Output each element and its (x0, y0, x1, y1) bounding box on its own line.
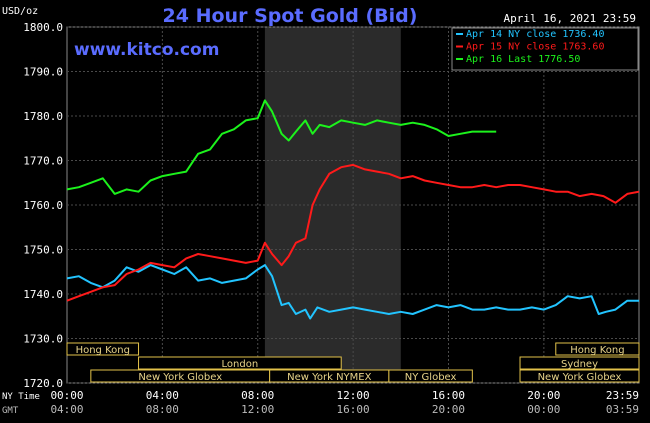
gmt-tick-label: 16:00 (337, 403, 370, 416)
session-label: Hong Kong (76, 345, 130, 356)
gmt-tick-label: 00:00 (527, 403, 560, 416)
legend-label: Apr 16 Last 1776.50 (466, 54, 580, 65)
session-label: NY Globex (405, 372, 457, 383)
y-tick-label: 1720.0 (23, 377, 63, 390)
y-tick-label: 1790.0 (23, 66, 63, 79)
y-tick-label: 1760.0 (23, 199, 63, 212)
price-series (66, 99, 640, 320)
gmt-tick-label: 20:00 (432, 403, 465, 416)
series-line (66, 163, 640, 302)
gmt-tick-label: 12:00 (241, 403, 274, 416)
session-bar (555, 342, 640, 356)
session-bar (138, 356, 342, 370)
y-axis-labels: 1800.0 1790.0 1780.0 1770.0 1760.0 1750.0 1740… (23, 21, 63, 390)
legend-label: Apr 15 NY close 1763.60 (466, 42, 604, 53)
y-tick-label: 1730.0 (23, 333, 63, 346)
gmt-tick-label: 03:59 (606, 403, 639, 416)
x-tick-label: 08:00 (241, 389, 274, 402)
x-axis-labels: 00:0004:0004:0008:0008:0012:0012:0016:00… (50, 389, 639, 416)
y-tick-label: 1740.0 (23, 288, 63, 301)
chart-legend: Apr 14 NY close 1736.40 Apr 15 NY close 1… (451, 27, 639, 71)
chart-date: April 16, 2021 23:59 (504, 12, 636, 25)
x-tick-label: 04:00 (146, 389, 179, 402)
gmt-row-label: GMT (2, 406, 19, 416)
gmt-tick-label: 04:00 (50, 403, 83, 416)
y-tick-label: 1750.0 (23, 244, 63, 257)
session-bar (519, 369, 640, 383)
session-label: New York NYMEX (287, 372, 372, 383)
vertical-gridlines (161, 27, 545, 383)
y-axis-unit-label: USD/oz (2, 6, 38, 17)
session-bar (388, 369, 473, 383)
series-line (66, 99, 497, 195)
session-bar (519, 356, 640, 370)
legend-box (451, 27, 639, 71)
x-tick-label: 16:00 (432, 389, 465, 402)
session-label: London (222, 359, 259, 370)
market-session-bars: Hong Kong Hong Kong London Sydney New York G… (66, 342, 640, 383)
kitco-watermark: www.kitco.com (74, 40, 219, 60)
gmt-tick-label: 08:00 (146, 403, 179, 416)
session-label: New York Globex (538, 372, 622, 383)
session-bar (66, 342, 140, 356)
y-tick-label: 1780.0 (23, 110, 63, 123)
ny-time-row-label: NY Time (2, 392, 40, 402)
y-tick-label: 1770.0 (23, 155, 63, 168)
session-label: Sydney (561, 359, 598, 370)
session-label: Hong Kong (570, 345, 624, 356)
session-label: New York Globex (138, 372, 222, 383)
x-tick-label: 23:59 (606, 389, 639, 402)
x-tick-label: 00:00 (50, 389, 83, 402)
x-tick-label: 20:00 (527, 389, 560, 402)
series-line (66, 264, 639, 320)
chart-title: 24 Hour Spot Gold (Bid) (163, 5, 418, 27)
y-tick-label: 1800.0 (23, 21, 63, 34)
x-tick-label: 12:00 (337, 389, 370, 402)
legend-label: Apr 14 NY close 1736.40 (466, 29, 604, 40)
